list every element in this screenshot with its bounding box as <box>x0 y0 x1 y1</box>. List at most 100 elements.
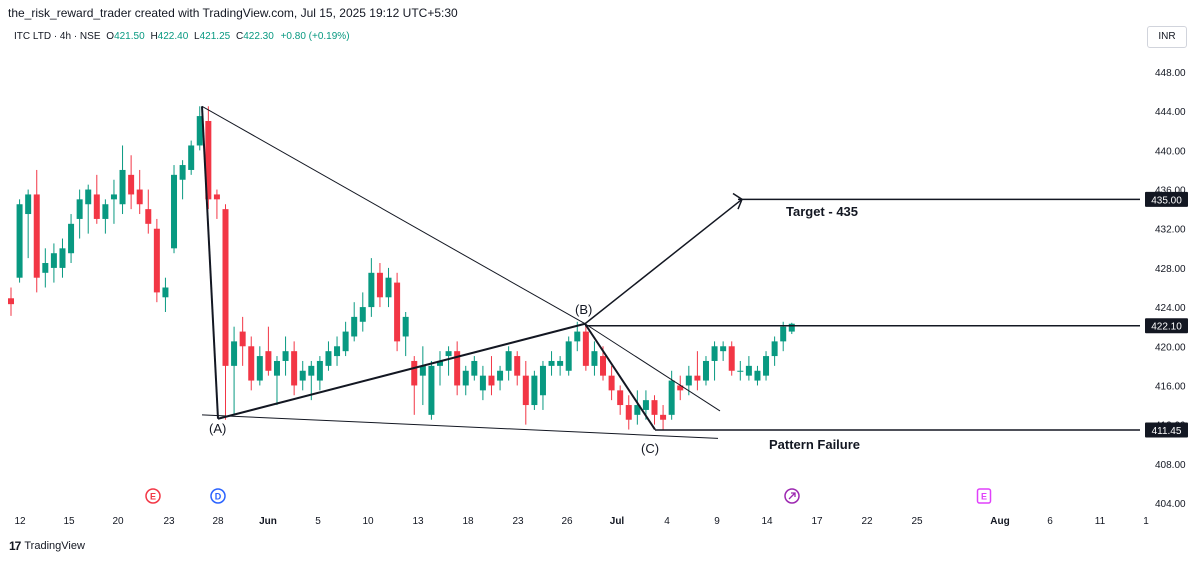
x-tick-label: 22 <box>861 516 873 527</box>
open-value: 421.50 <box>114 31 145 42</box>
candle-body <box>25 194 32 215</box>
candle-body <box>462 370 469 386</box>
currency-button[interactable]: INR <box>1147 26 1187 48</box>
candle-body <box>677 385 684 391</box>
time-axis: 12 15 20 23 28 Jun 5 10 13 18 23 26 Jul 4 9 14 17 22 25 Aug… <box>14 516 1149 527</box>
candle-body <box>582 331 589 366</box>
candle-body <box>291 351 298 386</box>
candle-body <box>171 174 178 249</box>
pattern-drawings <box>201 105 1140 439</box>
candle-body <box>351 316 358 337</box>
candle-body <box>359 307 366 322</box>
candle-body <box>488 375 495 386</box>
candle-body <box>754 370 761 381</box>
label-failure: Pattern Failure <box>769 437 860 452</box>
candle-body <box>273 360 280 376</box>
dividend-marker-icon <box>210 488 226 504</box>
candle-body <box>128 174 135 195</box>
upper-trendline <box>201 105 586 325</box>
candle-body <box>419 365 426 376</box>
candle-body <box>437 360 443 366</box>
candle-body <box>394 282 401 342</box>
candle-body <box>93 194 100 219</box>
x-tick-label: 12 <box>14 516 26 527</box>
y-tick-label: 444.00 <box>1155 107 1186 118</box>
high-label: H <box>150 31 158 42</box>
earnings-marker-icon <box>145 488 161 504</box>
candle-body <box>385 277 392 298</box>
label-b: (B) <box>575 302 592 317</box>
price-label-box <box>1145 318 1188 334</box>
x-tick-label: 4 <box>664 516 670 527</box>
candle-body <box>68 223 75 254</box>
candle-body <box>763 356 770 376</box>
candle-body <box>119 169 126 205</box>
candle-body <box>162 287 169 298</box>
candle-body <box>59 248 66 268</box>
price-label-text: 422.10 <box>1151 322 1182 333</box>
b-to-c-line <box>584 323 656 431</box>
symbol-legend: ITC LTD · 4h · NSE O421.50 H422.40 L421.… <box>14 31 350 42</box>
candle-body <box>16 204 23 278</box>
candle-body <box>196 116 203 146</box>
chart-caption: the_risk_reward_trader created with Trad… <box>8 6 458 20</box>
candle-body <box>617 390 624 406</box>
candle-body <box>711 346 718 361</box>
x-tick-label: 26 <box>561 516 573 527</box>
x-tick-label: Aug <box>990 516 1009 527</box>
future-earnings-marker-label: E <box>981 492 987 502</box>
candle-body <box>376 272 383 298</box>
footer-bar <box>0 531 1200 561</box>
candle-body <box>720 346 727 352</box>
brand-label: TradingView <box>24 540 85 552</box>
candle-body <box>642 400 649 410</box>
b-to-triangle-line <box>584 323 721 412</box>
candle-body <box>574 331 581 342</box>
candle-body <box>256 356 263 381</box>
candle-body <box>685 375 692 386</box>
y-tick-label: 440.00 <box>1155 146 1186 157</box>
candle-body <box>651 400 658 415</box>
candle-body <box>702 360 709 381</box>
y-tick-label: 416.00 <box>1155 381 1186 392</box>
y-tick-label: 420.00 <box>1155 342 1186 353</box>
candle-body <box>548 360 555 366</box>
candle-body <box>222 209 229 366</box>
price-axis: 448.00 444.00 440.00 436.00 432.00 428.00 424.… <box>1155 68 1186 510</box>
candle-body <box>33 194 40 278</box>
candle-body <box>282 351 289 361</box>
candle-body <box>694 375 701 381</box>
pattern-labels: (A) (B) (C) Target - 435 Pattern Failure <box>209 204 860 456</box>
candle-body <box>428 365 435 415</box>
candle-body <box>660 414 667 420</box>
split-arrow-icon <box>788 492 796 500</box>
x-tick-label: 14 <box>761 516 773 527</box>
candlestick-series <box>8 106 795 430</box>
candle-body <box>316 360 323 381</box>
open-label: O <box>106 31 115 42</box>
candle-body <box>591 351 598 366</box>
candle-body <box>479 375 486 391</box>
candle-body <box>248 346 255 381</box>
x-tick-label: 9 <box>714 516 720 527</box>
candle-body <box>445 351 452 357</box>
symbol-name: ITC LTD · 4h · NSE <box>14 31 101 42</box>
price-labels: 435.00 422.10 411.45 <box>1145 191 1188 438</box>
dividend-marker-label: D <box>215 492 222 502</box>
candle-body <box>239 331 246 347</box>
candle-body <box>539 365 546 396</box>
candle-body <box>600 356 607 376</box>
price-chart[interactable]: 448.00 444.00 440.00 436.00 432.00 428.00 424.… <box>0 0 1200 531</box>
candle-body <box>179 165 186 180</box>
close-value: 422.30 <box>243 31 274 42</box>
candle-body <box>471 360 478 376</box>
candle-body <box>342 331 349 352</box>
candle-body <box>728 346 735 371</box>
label-a: (A) <box>209 421 226 436</box>
candle-body <box>505 351 512 371</box>
candle-body <box>531 375 538 406</box>
tradingview-brand[interactable]: 17 TradingView <box>9 539 85 553</box>
close-label: C <box>235 31 244 42</box>
target-arrow-line <box>584 198 743 325</box>
